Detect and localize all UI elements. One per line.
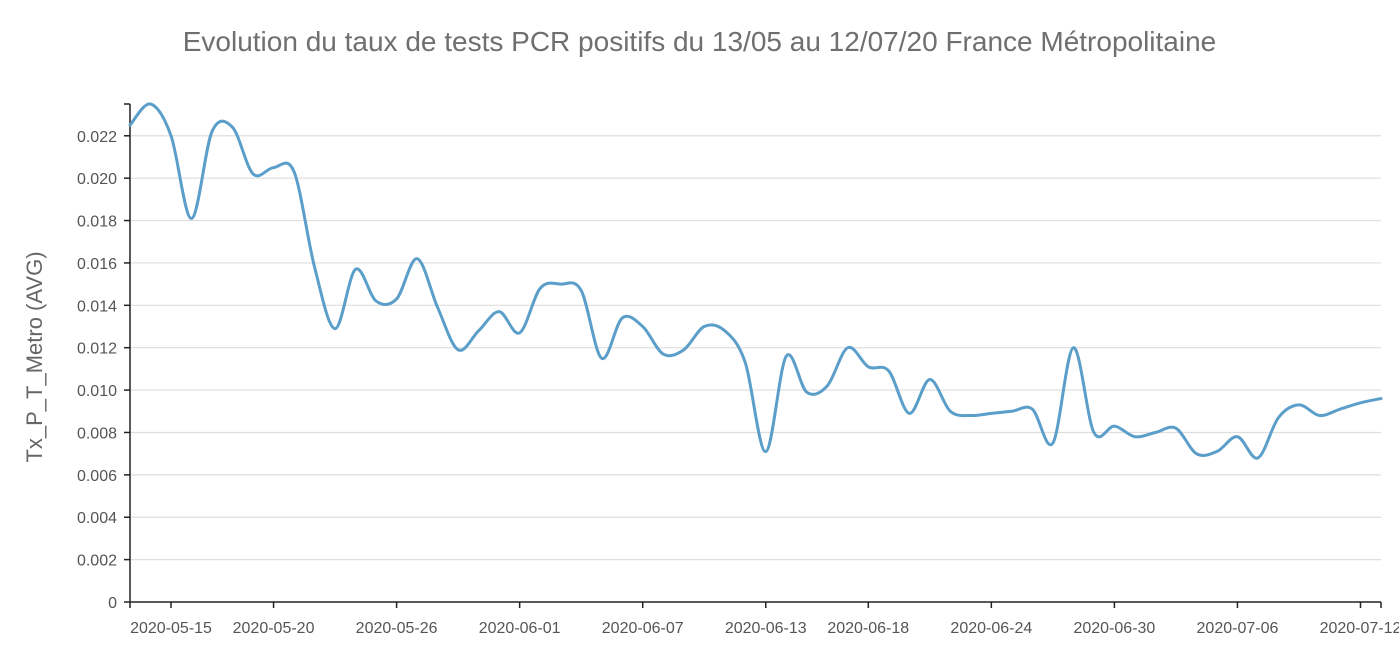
x-tick-label: 2020-05-20 xyxy=(233,620,315,637)
data-point xyxy=(600,356,604,360)
grid-lines xyxy=(130,135,1381,561)
data-point xyxy=(1235,435,1239,439)
data-point xyxy=(887,369,891,373)
y-tick-label: 0.004 xyxy=(77,510,117,527)
data-point xyxy=(333,327,337,331)
data-point xyxy=(948,409,952,413)
data-point xyxy=(579,288,583,292)
data-point xyxy=(395,297,399,301)
data-point xyxy=(641,325,645,329)
data-point xyxy=(1358,401,1362,405)
data-point xyxy=(1010,409,1014,413)
x-tick-label: 2020-05-15 xyxy=(130,620,212,637)
data-point xyxy=(272,166,276,170)
data-point xyxy=(497,310,501,314)
data-point xyxy=(1092,430,1096,434)
data-point xyxy=(538,286,542,290)
data-point xyxy=(559,282,563,286)
x-tick-label: 2020-06-18 xyxy=(827,620,909,637)
data-point xyxy=(1174,426,1178,430)
data-point xyxy=(620,316,624,320)
chart-title: Evolution du taux de tests PCR positifs … xyxy=(182,26,1217,57)
data-point xyxy=(969,414,973,418)
y-tick-label: 0.006 xyxy=(77,468,117,485)
data-point xyxy=(149,102,153,106)
x-tick-label: 2020-06-24 xyxy=(950,620,1032,637)
data-point xyxy=(477,329,481,333)
x-tick-label: 2020-06-13 xyxy=(725,620,807,637)
data-point xyxy=(1112,424,1116,428)
data-point xyxy=(805,390,809,394)
data-point xyxy=(1297,403,1301,407)
y-tick-label: 0.014 xyxy=(77,298,117,315)
data-point xyxy=(702,325,706,329)
data-point xyxy=(1071,346,1075,350)
data-point xyxy=(1317,414,1321,418)
data-point xyxy=(354,267,358,271)
y-tick-label: 0.018 xyxy=(77,214,117,231)
data-point xyxy=(374,299,378,303)
data-point xyxy=(907,411,911,415)
data-point xyxy=(292,170,296,174)
y-tick-label: 0.012 xyxy=(77,341,117,358)
data-point xyxy=(169,134,173,138)
data-point xyxy=(456,348,460,352)
data-point xyxy=(1215,450,1219,454)
data-point xyxy=(723,329,727,333)
data-point xyxy=(764,450,768,454)
x-tick-label: 2020-06-07 xyxy=(602,620,684,637)
data-point xyxy=(928,377,932,381)
data-point xyxy=(1256,456,1260,460)
data-point xyxy=(866,365,870,369)
data-point xyxy=(682,348,686,352)
x-axis: 2020-05-15 2020-05-20 2020-05-26 2020-06-01… xyxy=(129,601,1399,637)
data-point xyxy=(1194,452,1198,456)
data-point xyxy=(1153,430,1157,434)
y-tick-label: 0.020 xyxy=(77,171,117,188)
x-tick-label: 2020-07-06 xyxy=(1197,620,1279,637)
data-point xyxy=(1379,397,1383,401)
data-point xyxy=(190,216,194,220)
data-point xyxy=(743,361,747,365)
data-point xyxy=(1030,407,1034,411)
data-point xyxy=(128,123,132,127)
data-point xyxy=(846,346,850,350)
x-tick-label: 2020-07-12 xyxy=(1320,620,1399,637)
data-point xyxy=(518,331,522,335)
y-axis: 0 0.002 0.004 0.006 0.008 0.010 0.012 0.014 0.01… xyxy=(77,103,131,612)
data-point xyxy=(313,265,317,269)
data-point xyxy=(661,352,665,356)
data-point xyxy=(1276,416,1280,420)
data-point xyxy=(231,125,235,129)
y-axis-label: Tx_P_T_Metro (AVG) xyxy=(22,251,47,462)
data-point xyxy=(251,172,255,176)
data-point xyxy=(1338,407,1342,411)
series-line xyxy=(128,102,1383,460)
x-tick-label: 2020-05-26 xyxy=(356,620,438,637)
y-tick-label: 0.002 xyxy=(77,553,117,570)
y-tick-label: 0.010 xyxy=(77,383,117,400)
x-tick-label: 2020-06-30 xyxy=(1073,620,1155,637)
y-tick-label: 0.008 xyxy=(77,425,117,442)
x-tick-label: 2020-06-01 xyxy=(479,620,561,637)
y-tick-label: 0.016 xyxy=(77,256,117,273)
data-point xyxy=(989,411,993,415)
y-tick-label: 0.022 xyxy=(77,129,117,146)
series-layer xyxy=(128,102,1383,460)
data-point xyxy=(1133,435,1137,439)
data-point xyxy=(210,130,214,134)
data-point xyxy=(825,384,829,388)
data-point xyxy=(415,257,419,261)
data-point xyxy=(436,305,440,309)
data-point xyxy=(784,354,788,358)
data-point xyxy=(1051,441,1055,445)
y-tick-label: 0 xyxy=(108,595,117,612)
